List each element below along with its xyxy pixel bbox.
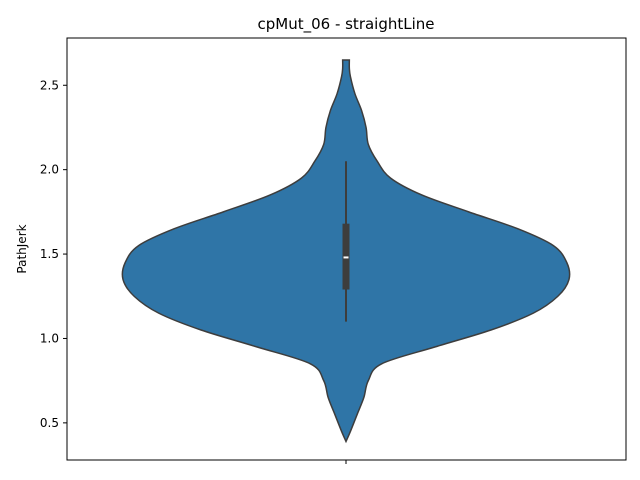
plot-area	[121, 59, 571, 444]
y-axis: 0.5 1.0 1.5 2.0 2.5	[40, 78, 67, 430]
y-axis-label: PathJerk	[15, 224, 29, 273]
y-tick-label: 2.5	[40, 78, 59, 92]
chart-title: cpMut_06 - straightLine	[257, 15, 434, 34]
y-tick-label: 1.0	[40, 331, 59, 345]
y-tick-label: 1.5	[40, 247, 59, 261]
y-tick-label: 0.5	[40, 416, 59, 430]
y-tick-label: 2.0	[40, 163, 59, 177]
